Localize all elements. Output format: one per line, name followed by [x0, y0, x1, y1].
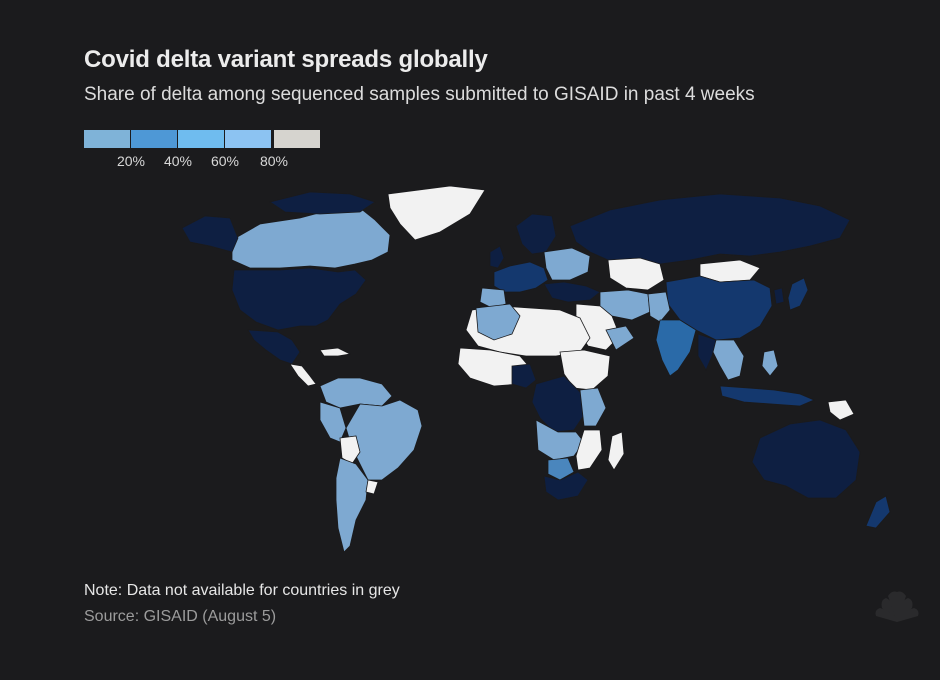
country-scandinavia[interactable] [515, 213, 557, 255]
footnote: Note: Data not available for countries i… [84, 582, 400, 599]
legend-swatch-3 [178, 130, 224, 148]
legend-swatch-2 [131, 130, 177, 148]
legend-tick-80: 80% [259, 153, 289, 169]
country-kenya-tanzania[interactable] [579, 387, 607, 427]
country-madagascar[interactable] [607, 431, 625, 471]
world-map [181, 185, 891, 553]
country-usa[interactable] [231, 267, 367, 331]
country-canada[interactable] [231, 207, 391, 269]
country-cuba[interactable] [319, 347, 352, 357]
country-uruguay[interactable] [365, 479, 379, 495]
country-chile-argentina[interactable] [335, 457, 369, 553]
peacock-logo-icon [875, 591, 919, 622]
color-legend: 20% 40% 60% 80% [84, 130, 324, 170]
country-mozambique[interactable] [575, 429, 603, 471]
country-japan[interactable] [787, 277, 809, 311]
country-greenland[interactable] [387, 185, 486, 241]
country-australia[interactable] [751, 419, 861, 499]
country-indonesia[interactable] [719, 385, 816, 407]
country-central-america[interactable] [289, 363, 317, 387]
legend-tick-20: 20% [116, 153, 146, 169]
country-pakistan-afg[interactable] [647, 291, 671, 323]
country-se-asia[interactable] [711, 339, 745, 381]
country-botswana[interactable] [547, 457, 575, 481]
country-oman-yemen[interactable] [605, 325, 635, 351]
country-western-europe[interactable] [493, 261, 549, 293]
country-bolivia[interactable] [339, 435, 361, 465]
country-alaska[interactable] [181, 215, 239, 253]
country-south-africa[interactable] [543, 471, 589, 501]
country-philippines[interactable] [761, 349, 779, 377]
country-balkans-turkey[interactable] [543, 281, 601, 303]
country-central-africa[interactable] [531, 375, 587, 433]
country-russia[interactable] [569, 193, 851, 265]
source-line: Source: GISAID (August 5) [84, 608, 277, 625]
country-kazakhstan[interactable] [607, 257, 665, 291]
country-eastern-europe[interactable] [543, 247, 591, 281]
country-new-zealand[interactable] [865, 495, 891, 529]
country-korea[interactable] [773, 287, 785, 305]
country-arctic-islands[interactable] [269, 191, 376, 215]
country-mexico[interactable] [247, 329, 301, 365]
country-papua[interactable] [827, 399, 855, 421]
country-nigeria[interactable] [511, 363, 537, 389]
country-myanmar-thai[interactable] [697, 333, 717, 371]
legend-tick-60: 60% [210, 153, 240, 169]
page-subtitle: Share of delta among sequenced samples s… [84, 84, 755, 105]
legend-swatch-4 [225, 130, 271, 148]
legend-swatch-no-data [274, 130, 320, 148]
country-uk[interactable] [489, 245, 505, 269]
legend-swatch-1 [84, 130, 130, 148]
country-india[interactable] [655, 319, 697, 377]
page-title: Covid delta variant spreads globally [84, 46, 488, 73]
country-colombia-venezuela[interactable] [319, 377, 393, 409]
country-peru-ecuador[interactable] [319, 401, 347, 443]
country-east-africa[interactable] [559, 349, 611, 391]
country-morocco-algeria[interactable] [475, 303, 521, 341]
legend-tick-40: 40% [163, 153, 193, 169]
